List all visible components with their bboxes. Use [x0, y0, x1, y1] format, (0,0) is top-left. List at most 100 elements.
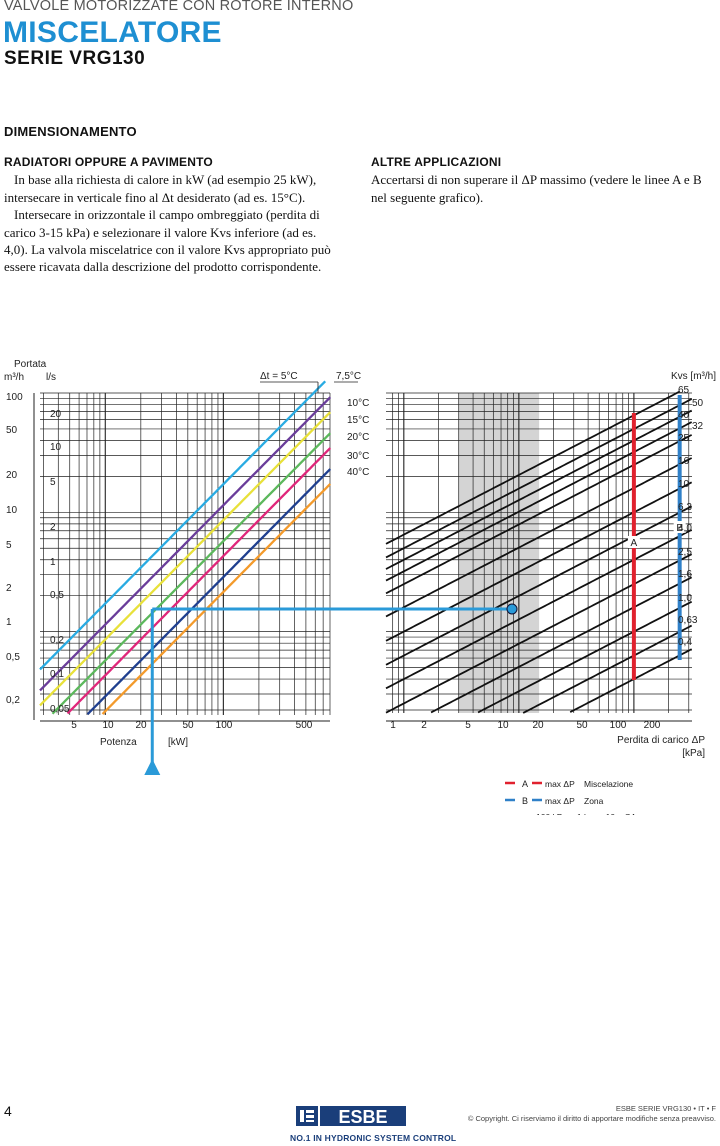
- x-label: Potenza: [100, 737, 137, 748]
- section-title: DIMENSIONAMENTO: [4, 124, 137, 139]
- kvs-line: [522, 624, 693, 714]
- y-tick-m3h: 5: [6, 540, 12, 551]
- x-tick: 100: [216, 720, 233, 731]
- footer-info: ESBE SERIE VRG130 • IT • F © Copyright. …: [468, 1104, 716, 1124]
- series-reference: ESBE SERIE VRG130 • IT • F: [615, 1104, 716, 1113]
- kvs-value: 4,0: [678, 523, 692, 534]
- x-tick: 2: [421, 720, 427, 731]
- x-tick: 20: [532, 720, 544, 731]
- kvs-value: 6,3: [678, 502, 692, 513]
- x-tick: 1: [390, 720, 396, 731]
- y-tick-ls: 1: [50, 557, 56, 568]
- line-a-label: A: [631, 538, 638, 549]
- page-number: 4: [4, 1103, 12, 1119]
- kvs-line: [569, 648, 693, 713]
- series-line: [101, 483, 332, 715]
- left-line: intersecare in verticale fino al Δt desi…: [4, 189, 306, 205]
- series-label: 10°C: [347, 398, 369, 409]
- kvs-value: 1,6: [678, 569, 692, 580]
- kvs-line: [385, 481, 693, 642]
- y-tick-m3h: 1: [6, 617, 12, 628]
- kvs-value: 1,0: [678, 593, 692, 604]
- y-title-ls: l/s: [46, 372, 56, 383]
- right-heading: ALTRE APPLICAZIONI: [371, 155, 502, 169]
- line-b-label-bg: [673, 521, 686, 533]
- y-tick-ls: 20: [50, 409, 62, 420]
- series-line: [51, 432, 332, 715]
- kvs-line: [385, 398, 693, 559]
- x-label-unit: [kPa]: [682, 748, 705, 759]
- logo-text: ESBE: [338, 1107, 387, 1127]
- y-tick-m3h: 20: [6, 470, 18, 481]
- left-line: essere ricavata dalla descrizione del pr…: [4, 259, 322, 275]
- series-line: [39, 411, 332, 707]
- line-a-label-bg: [627, 536, 640, 548]
- supertitle: VALVOLE MOTORIZZATE CON ROTORE INTERNO: [4, 0, 354, 14]
- kvs-value: 65: [678, 385, 690, 396]
- x-tick: 200: [644, 720, 661, 731]
- kvs-line: [385, 457, 693, 618]
- left-panel-grid: [33, 392, 331, 722]
- example-arrow: [144, 759, 161, 775]
- esbe-logo: ESBE: [296, 1106, 406, 1127]
- right-line: Accertarsi di non superare il ΔP massimo…: [371, 172, 702, 188]
- kvs-line: [385, 390, 681, 545]
- y-tick-m3h: 100: [6, 392, 23, 403]
- kvs-line: [385, 553, 693, 714]
- kvs-line: [385, 505, 693, 666]
- legend-conversion: 100 kPa = 1 bar ≈ 10 mCA: [536, 812, 637, 815]
- legend-b-desc: Zona: [584, 796, 604, 806]
- kvs-value: 0,4: [678, 637, 692, 648]
- legend-b-text: max ΔP: [545, 796, 575, 806]
- copyright: © Copyright. Ci riserviamo il diritto di…: [467, 1114, 716, 1123]
- page-subtitle: SERIE VRG130: [4, 48, 146, 69]
- x-label-unit: [kW]: [168, 737, 188, 748]
- legend-b-label: B: [522, 796, 528, 806]
- y-tick-ls: 5: [50, 477, 56, 488]
- kvs-line: [385, 434, 693, 595]
- y-title-m3h: m³/h: [4, 372, 24, 383]
- series-label: 30°C: [347, 451, 369, 462]
- x-tick: 20: [135, 720, 147, 731]
- kvs-value: 10: [678, 479, 690, 490]
- left-line: carico 3-15 kPa) e selezionare il valore…: [4, 224, 317, 240]
- left-column: RADIATORI OPPURE A PAVIMENTO In base all…: [4, 154, 349, 276]
- kvs-value: 40: [678, 410, 690, 421]
- y-tick-ls: 10: [50, 442, 62, 453]
- y-tick-m3h: 0,5: [6, 652, 20, 663]
- y-tick-ls: 0,5: [50, 590, 64, 601]
- y-tick-m3h: 50: [6, 425, 18, 436]
- left-line: Intersecare in orizzontale il campo ombr…: [14, 207, 320, 223]
- series-line: [66, 447, 332, 715]
- left-line: 4,0). La valvola miscelatrice con il val…: [4, 242, 331, 258]
- page-title: MISCELATORE: [3, 16, 222, 49]
- y-tick-m3h: 2: [6, 583, 12, 594]
- x-label: Perdita di carico ΔP: [617, 735, 705, 746]
- delta-t-right-label: 7,5°C: [336, 371, 361, 382]
- kvs-line: [477, 600, 693, 714]
- x-tick: 100: [610, 720, 627, 731]
- legend-a-desc: Miscelazione: [584, 779, 633, 789]
- x-tick: 50: [576, 720, 588, 731]
- kvs-value: 16: [678, 456, 690, 467]
- y-tick-ls: 0,05: [50, 704, 70, 715]
- left-line: In base alla richiesta di calore in kW (…: [14, 172, 317, 188]
- kvs-line: [385, 409, 693, 570]
- left-panel-series: [39, 380, 332, 716]
- right-panel-kvs-lines: AB: [385, 390, 693, 714]
- example-point: [506, 603, 518, 615]
- series-label: 20°C: [347, 432, 369, 443]
- legend-a-text: max ΔP: [545, 779, 575, 789]
- right-line: nel seguente grafico).: [371, 189, 484, 205]
- kvs-value: 50: [692, 398, 704, 409]
- y-tick-m3h: 0,2: [6, 695, 20, 706]
- y-tick-m3h: 10: [6, 505, 18, 516]
- series-line: [39, 380, 327, 671]
- x-tick: 5: [71, 720, 77, 731]
- delta-t-label: Δt = 5°C: [260, 371, 298, 382]
- kvs-value: 0,63: [678, 615, 698, 626]
- right-column: ALTRE APPLICAZIONI Accertarsi di non sup…: [371, 154, 716, 206]
- line-b-label: B: [676, 523, 683, 534]
